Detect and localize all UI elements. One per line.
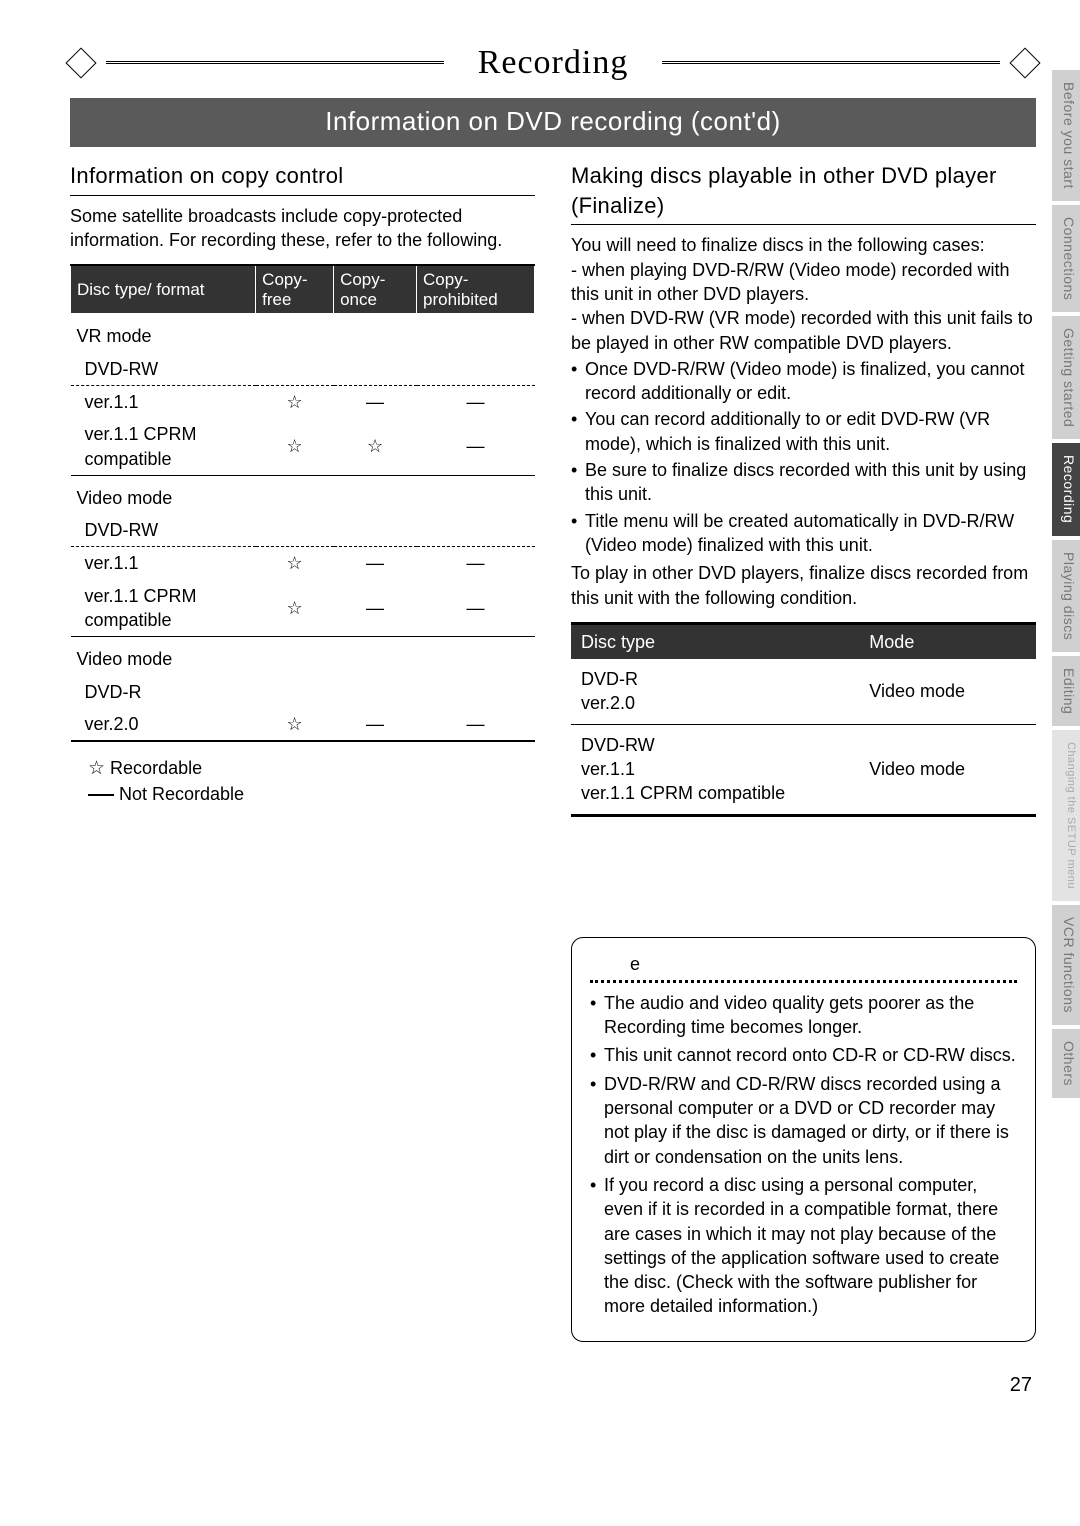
tab-getting-started[interactable]: Getting started <box>1052 316 1080 439</box>
finalize-bullets: Once DVD-R/RW (Video mode) is finalized,… <box>571 357 1036 557</box>
side-tabs: Before you start Connections Getting sta… <box>1052 70 1080 1102</box>
left-intro: Some satellite broadcasts include copy-p… <box>70 204 535 253</box>
note-box: e The audio and video quality gets poore… <box>571 937 1036 1342</box>
section-banner: Information on DVD recording (cont'd) <box>70 98 1036 147</box>
chapter-banner: Recording <box>70 40 1036 86</box>
right-column: Making discs playable in other DVD playe… <box>571 161 1036 1342</box>
tab-setup-menu[interactable]: Changing the SETUP menu <box>1052 730 1080 901</box>
finalize-table: Disc type Mode DVD-R ver.2.0 Video mode … <box>571 622 1036 817</box>
tab-playing-discs[interactable]: Playing discs <box>1052 540 1080 652</box>
page: Recording Information on DVD recording (… <box>0 0 1080 1439</box>
page-number: 27 <box>70 1372 1036 1399</box>
tab-recording[interactable]: Recording <box>1052 443 1080 535</box>
col-head: Copy-free <box>256 265 334 314</box>
tab-vcr-functions[interactable]: VCR functions <box>1052 905 1080 1025</box>
left-section-title: Information on copy control <box>70 161 535 196</box>
tab-before-you-start[interactable]: Before you start <box>1052 70 1080 201</box>
left-column: Information on copy control Some satelli… <box>70 161 535 1342</box>
legend: ☆ Recordable Not Recordable <box>70 756 535 806</box>
col-head: Disc type/ format <box>71 265 256 314</box>
tab-others[interactable]: Others <box>1052 1029 1080 1098</box>
tab-connections[interactable]: Connections <box>1052 205 1080 312</box>
col-head: Copy-prohibited <box>417 265 535 314</box>
tab-editing[interactable]: Editing <box>1052 656 1080 726</box>
copy-control-table: Disc type/ format Copy-free Copy-once Co… <box>70 264 535 742</box>
col-head: Copy-once <box>334 265 417 314</box>
chapter-title: Recording <box>458 40 649 86</box>
right-section-title: Making discs playable in other DVD playe… <box>571 161 1036 225</box>
